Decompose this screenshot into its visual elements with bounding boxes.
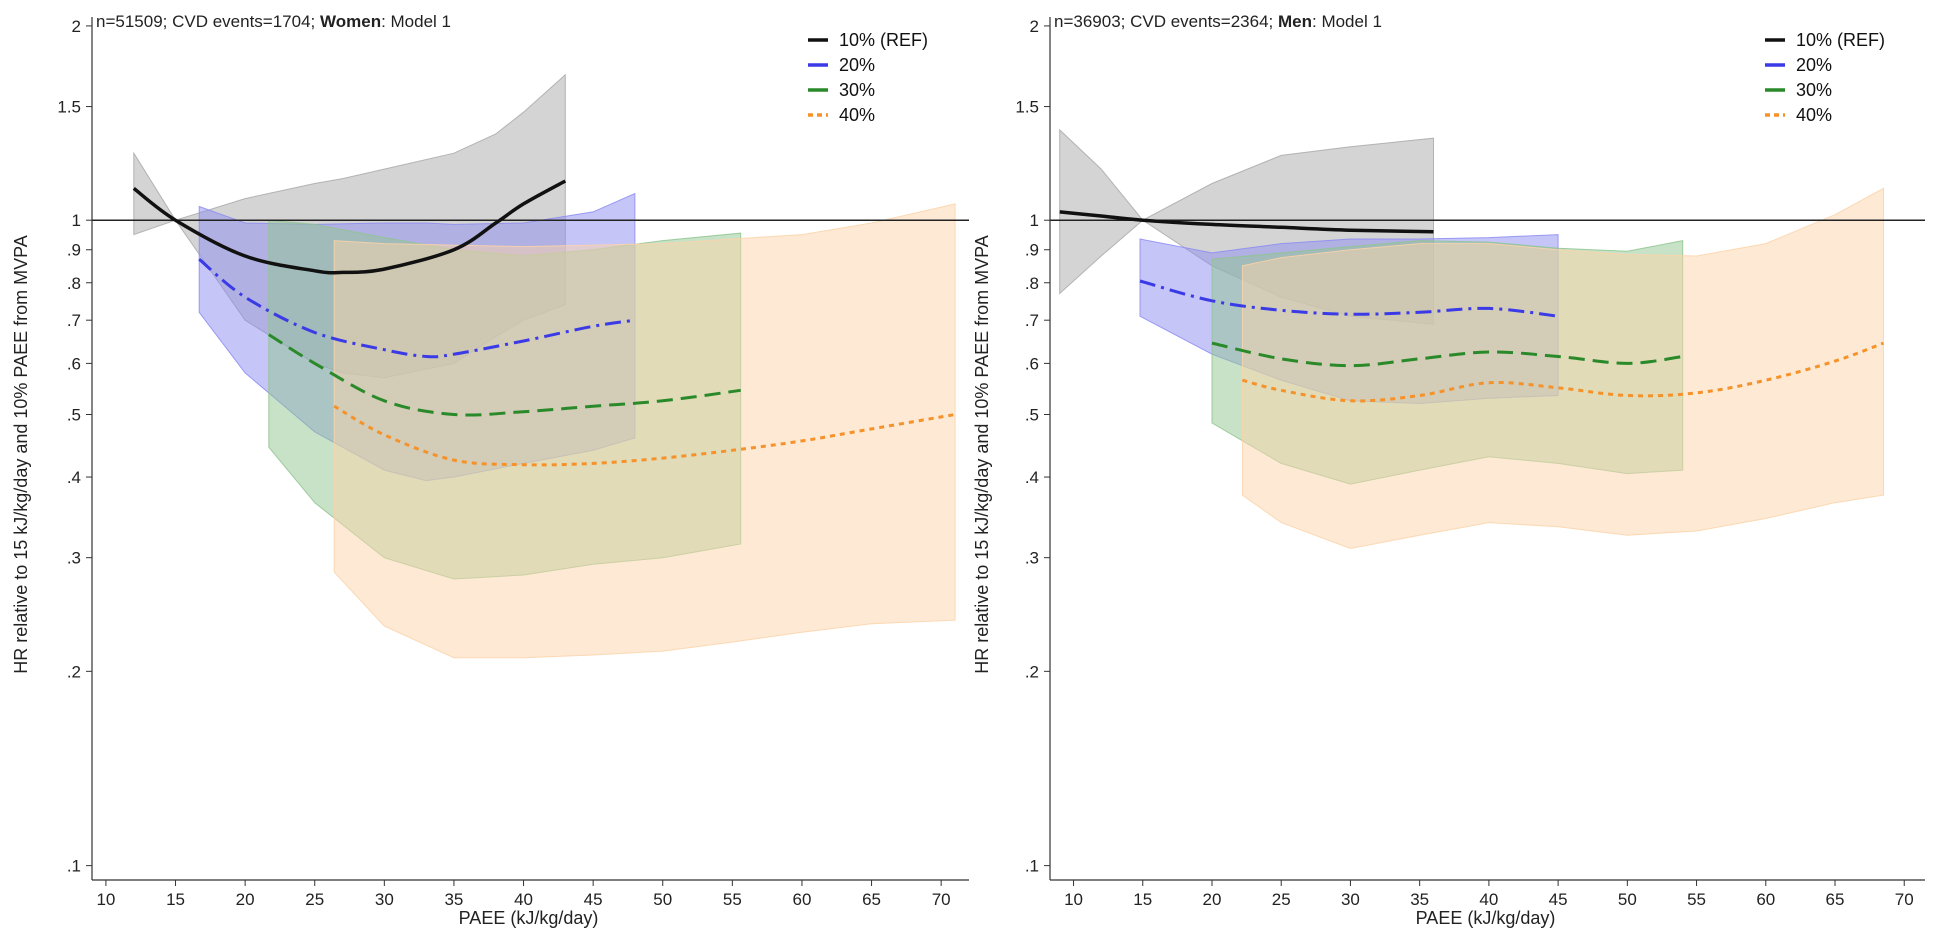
women-x-tick-label: 30: [375, 890, 394, 909]
men-x-tick-label: 35: [1410, 890, 1429, 909]
men-legend-label-30: 30%: [1796, 80, 1832, 100]
men-x-tick-label: 65: [1826, 890, 1845, 909]
men-x-tick-label: 70: [1895, 890, 1914, 909]
men-legend-label-20: 20%: [1796, 55, 1832, 75]
men-x-tick-label: 45: [1549, 890, 1568, 909]
men-series-line-30: [1211, 341, 1683, 368]
men-ci-band-40: [1241, 187, 1884, 550]
men-x-axis-title: PAEE (kJ/kg/day): [1416, 908, 1556, 928]
men-panel-note: n=36903; CVD events=2364; Men: Model 1: [1054, 12, 1382, 31]
women-x-axis-title: PAEE (kJ/kg/day): [459, 908, 599, 928]
men-y-tick-label: .9: [1025, 241, 1039, 260]
men-y-tick-label: .5: [1025, 405, 1039, 424]
women-legend-label-20: 20%: [839, 55, 875, 75]
women-x-tick-label: 40: [514, 890, 533, 909]
men-y-tick-label: .6: [1025, 354, 1039, 373]
women-x-tick-label: 50: [653, 890, 672, 909]
women-y-tick-label: .7: [67, 311, 81, 330]
women-y-tick-label: .5: [67, 405, 81, 424]
women-panel: .1 .2 .3 .4 .5 .6 .7 .8 .9 1 1.5 2 10 15 20 25 30 35 40 45 5…: [11, 12, 969, 928]
men-y-tick-label: .8: [1025, 274, 1039, 293]
men-x-tick-label: 60: [1756, 890, 1775, 909]
women-panel-note: n=51509; CVD events=1704; Women: Model 1: [96, 12, 451, 31]
men-series-line-20: [1139, 279, 1559, 318]
men-x-tick-label: 25: [1272, 890, 1291, 909]
women-x-tick-label: 35: [444, 890, 463, 909]
men-x-tick-label: 40: [1479, 890, 1498, 909]
men-series-line-40: [1242, 341, 1885, 403]
women-x-tick-label: 10: [96, 890, 115, 909]
women-y-tick-label: .1: [67, 857, 81, 876]
women-legend-label-40: 40%: [839, 105, 875, 125]
women-x-tick-label: 20: [236, 890, 255, 909]
women-x-tick-label: 25: [305, 890, 324, 909]
women-y-tick-label: .4: [67, 468, 81, 487]
men-y-axis-title: HR relative to 15 kJ/kg/day and 10% PAEE…: [972, 235, 992, 674]
women-x-tick-label: 45: [584, 890, 603, 909]
women-y-tick-label: .8: [67, 274, 81, 293]
women-y-tick-label: .6: [67, 354, 81, 373]
women-series-line-20: [198, 258, 636, 359]
men-x-tick-label: 50: [1618, 890, 1637, 909]
women-ci-band-40: [333, 203, 956, 659]
women-legend-label-30: 30%: [839, 80, 875, 100]
women-y-tick-label: .3: [67, 549, 81, 568]
women-x-tick-label: 15: [166, 890, 185, 909]
men-x-tick-label: 10: [1064, 890, 1083, 909]
women-series-line-30: [267, 333, 741, 417]
men-panel: .1 .2 .3 .4 .5 .6 .7 .8 .9 1 1.5 2 10 15 20 25 30 35 40 45 5…: [972, 12, 1925, 928]
women-x-tick-label: 60: [792, 890, 811, 909]
women-y-tick-label: 1.5: [57, 98, 81, 117]
men-y-tick-label: .1: [1025, 857, 1039, 876]
women-x-tick-label: 70: [932, 890, 951, 909]
women-x-tick-label: 65: [862, 890, 881, 909]
women-y-tick-label: .9: [67, 241, 81, 260]
women-y-tick-label: 1: [72, 211, 81, 230]
men-legend-label-10-ref: 10% (REF): [1796, 30, 1885, 50]
men-x-tick-label: 30: [1341, 890, 1360, 909]
women-y-axis-title: HR relative to 15 kJ/kg/day and 10% PAEE…: [11, 235, 31, 674]
men-x-tick-label: 20: [1203, 890, 1222, 909]
men-y-tick-label: 1.5: [1015, 98, 1039, 117]
women-y-tick-label: 2: [72, 17, 81, 36]
women-series-line-10-ref: [132, 179, 567, 275]
men-y-tick-label: .2: [1025, 662, 1039, 681]
men-x-tick-label: 15: [1133, 890, 1152, 909]
men-y-tick-label: .4: [1025, 468, 1039, 487]
women-legend-label-10-ref: 10% (REF): [839, 30, 928, 50]
men-y-tick-label: .7: [1025, 311, 1039, 330]
men-y-tick-label: .3: [1025, 549, 1039, 568]
men-y-tick-label: 2: [1030, 17, 1039, 36]
men-legend-label-40: 40%: [1796, 105, 1832, 125]
men-y-tick-label: 1: [1030, 211, 1039, 230]
women-y-tick-label: .2: [67, 662, 81, 681]
men-x-tick-label: 55: [1687, 890, 1706, 909]
men-series-line-10-ref: [1059, 210, 1434, 234]
women-series-line-40: [333, 404, 956, 467]
women-x-tick-label: 55: [723, 890, 742, 909]
